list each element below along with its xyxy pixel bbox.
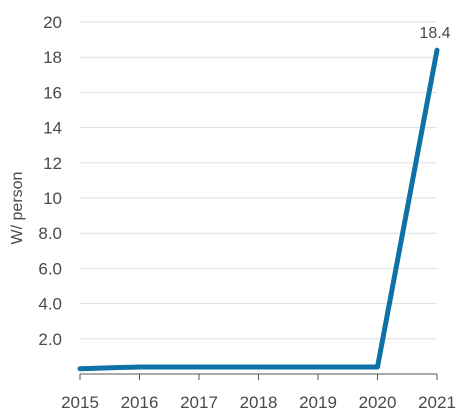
x-tick-labels: 2015 2016 2017 2018 2019 2020 2021	[61, 393, 456, 412]
data-labels: 18.4	[419, 25, 450, 42]
y-tick-label-0: 2.0	[38, 330, 62, 349]
x-tick-label-6: 2021	[418, 393, 456, 412]
gridlines	[80, 21, 437, 340]
series	[77, 47, 440, 372]
y-tick-label-9: 20	[43, 13, 62, 32]
x-tick-label-4: 2019	[299, 393, 337, 412]
x-tick-label-2: 2017	[180, 393, 218, 412]
y-axis-title: W/ person	[9, 172, 26, 245]
y-tick-labels: 2.0 4.0 6.0 8.0 10 12 14 16 18 20	[38, 13, 62, 349]
y-tick-label-8: 18	[43, 48, 62, 67]
x-tick-label-0: 2015	[61, 393, 99, 412]
x-tick-label-5: 2020	[359, 393, 397, 412]
y-tick-label-3: 8.0	[38, 224, 62, 243]
y-tick-label-1: 4.0	[38, 295, 62, 314]
y-tick-label-7: 16	[43, 83, 62, 102]
axes	[79, 373, 438, 380]
y-tick-label-6: 14	[43, 119, 62, 138]
y-tick-label-5: 12	[43, 154, 62, 173]
x-tick-label-3: 2018	[240, 393, 278, 412]
x-tick-label-1: 2016	[121, 393, 159, 412]
y-tick-label-4: 10	[43, 189, 62, 208]
data-label-0: 18.4	[419, 25, 450, 42]
series-line-0	[77, 47, 440, 372]
y-tick-label-2: 6.0	[38, 259, 62, 278]
